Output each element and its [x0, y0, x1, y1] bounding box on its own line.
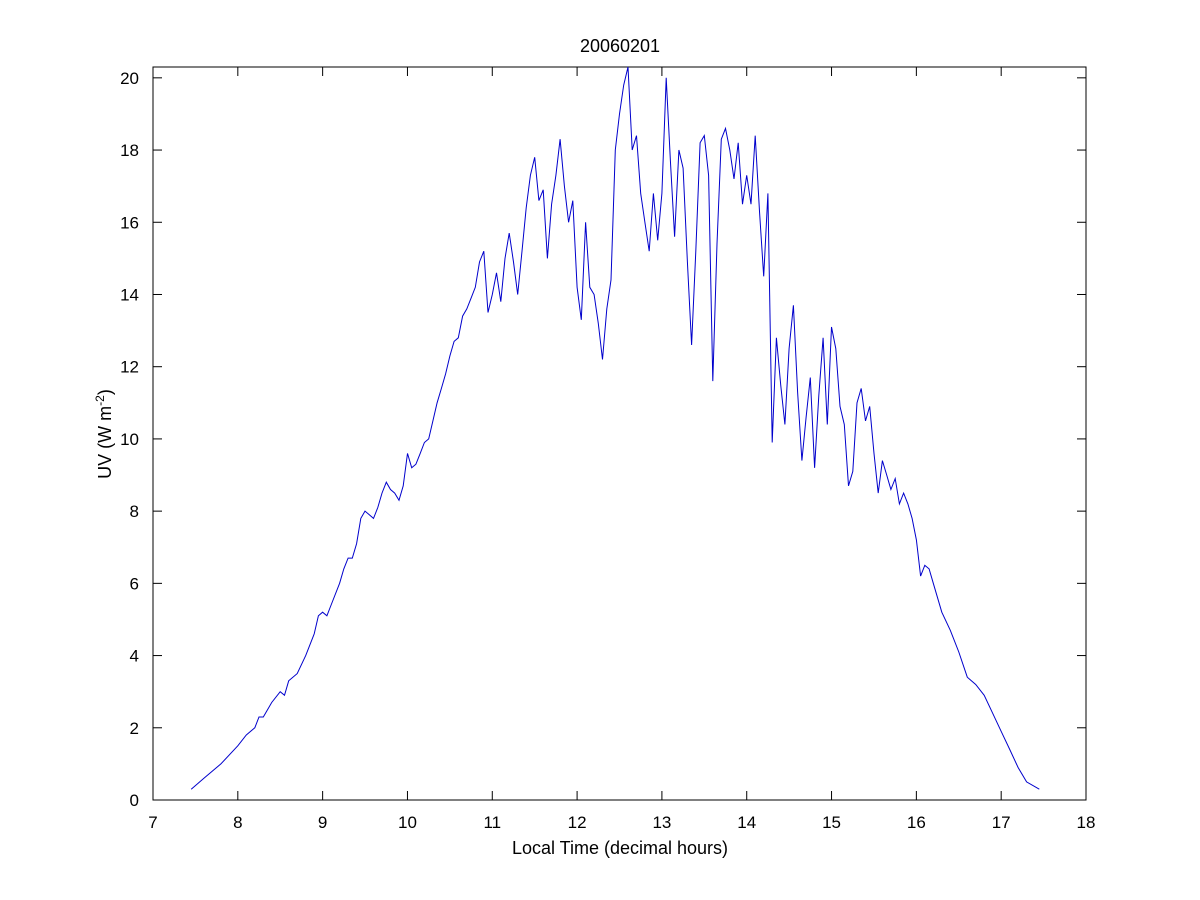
x-tick-label: 10 [398, 813, 417, 832]
x-tick-label: 18 [1077, 813, 1096, 832]
y-tick-label: 12 [120, 358, 139, 377]
x-axis-ticks: 7 8 9 10 11 12 13 14 15 16 17 18 [148, 67, 1095, 832]
y-tick-label: 8 [130, 502, 139, 521]
y-axis-label: UV (W m-2) [93, 389, 115, 479]
y-tick-label: 0 [130, 791, 139, 810]
y-tick-label: 6 [130, 574, 139, 593]
x-tick-label: 15 [822, 813, 841, 832]
y-axis-ticks: 0 2 4 6 8 10 12 14 16 18 20 [120, 69, 1086, 810]
y-tick-label: 18 [120, 141, 139, 160]
x-tick-label: 11 [483, 813, 501, 832]
y-tick-label: 14 [120, 285, 139, 304]
uv-series-line [190, 66, 1040, 790]
y-tick-label: 10 [120, 430, 139, 449]
y-axis-label-base: UV (W m [95, 406, 115, 479]
y-tick-label: 2 [130, 719, 139, 738]
y-axis-label-suffix: ) [95, 389, 115, 395]
x-tick-label: 9 [318, 813, 327, 832]
x-tick-label: 16 [907, 813, 926, 832]
y-tick-label: 16 [120, 213, 139, 232]
y-tick-label: 4 [130, 647, 139, 666]
chart-title: 20060201 [580, 36, 660, 56]
y-axis-label-superscript: -2 [93, 395, 107, 406]
axes-box [152, 66, 1087, 801]
x-tick-label: 13 [652, 813, 671, 832]
y-tick-label: 20 [120, 69, 139, 88]
x-tick-label: 12 [568, 813, 587, 832]
x-axis-label: Local Time (decimal hours) [512, 838, 728, 858]
x-tick-label: 7 [148, 813, 157, 832]
x-tick-label: 17 [992, 813, 1011, 832]
x-tick-label: 8 [233, 813, 242, 832]
plot-area: 7 8 9 10 11 12 13 14 15 16 17 18 0 2 4 6 8 10 12 14 16 18 20 [120, 66, 1095, 832]
x-tick-label: 14 [737, 813, 756, 832]
